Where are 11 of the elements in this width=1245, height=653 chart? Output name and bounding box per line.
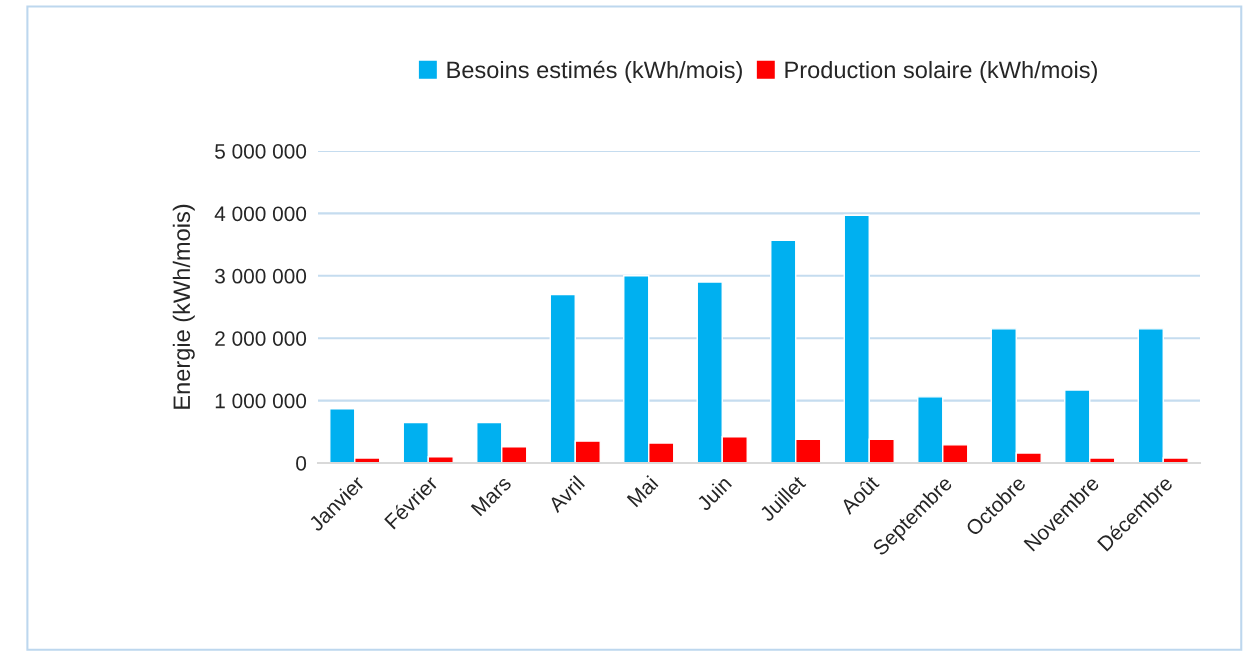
y-tick-label: 2 000 000 <box>215 331 307 346</box>
y-tick-label: 1 000 000 <box>215 393 307 409</box>
y-tick-label: 4 000 000 <box>214 206 307 222</box>
x-tick-label: Juin <box>695 475 733 512</box>
y-tick-label: 3 000 000 <box>215 268 307 284</box>
legend-label: Production solaire (kWh/mois) <box>785 60 1097 83</box>
y-axis-title: Energie (kWh/mois) <box>172 204 195 409</box>
x-tick-label: Mai <box>626 475 659 508</box>
y-tick-label: 0 <box>296 456 307 471</box>
legend-label: Besoins estimés (kWh/mois) <box>447 60 742 83</box>
y-tick-label: 5 000 000 <box>215 144 307 159</box>
